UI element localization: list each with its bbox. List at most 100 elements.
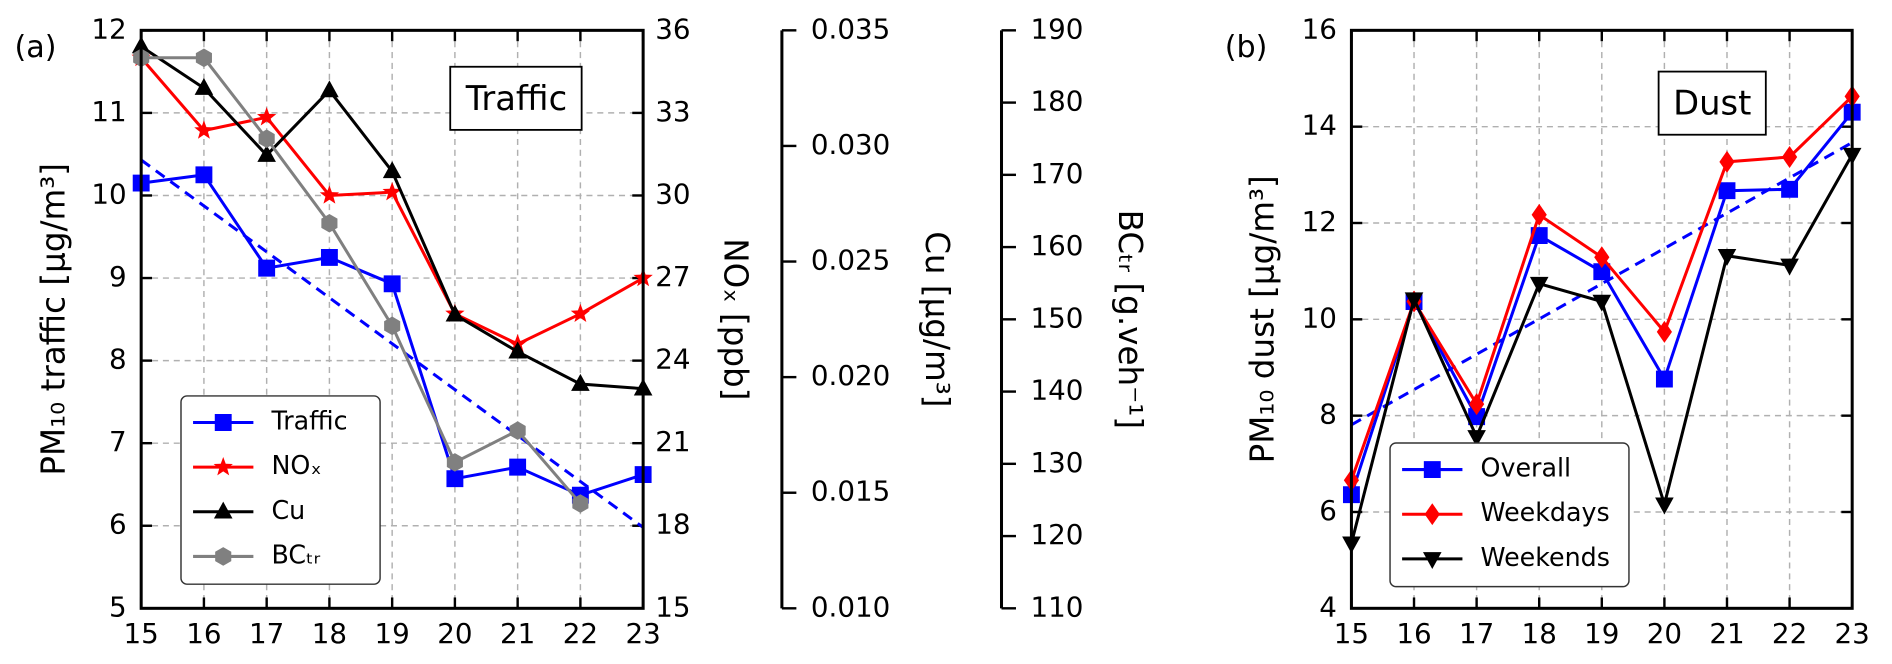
data-point [1780,258,1799,276]
legend-label: Overall [1481,453,1572,483]
y-tick-label: 16 [1302,12,1337,45]
data-point [1717,248,1737,266]
data-point [383,275,401,293]
legend-marker [213,501,233,519]
y-tick-label: 12 [1302,205,1337,238]
x-tick-label: 20 [437,617,472,650]
legend-marker [213,457,233,476]
x-tick-label: 18 [312,617,347,650]
series-line [141,56,582,505]
data-point [509,421,526,440]
y-tick-label: 6 [1319,494,1337,527]
y-tick-label: 110 [1030,590,1083,623]
data-point [509,458,527,476]
x-tick-label: 15 [124,617,159,650]
y-tick-label: 0.030 [811,128,890,161]
y-tick-label: 12 [91,12,126,45]
plot-frame [1349,28,1854,610]
y-tick-label: 140 [1030,374,1083,407]
trend-line [140,158,645,529]
data-point [195,48,212,68]
data-point [257,107,277,126]
y-tick-label: 8 [1319,398,1337,431]
data-point [508,341,527,359]
data-point [570,303,591,323]
y-tick-label: 14 [1302,109,1337,142]
data-point [257,145,276,162]
y-tick-label: 0.035 [811,12,890,45]
x-tick-label: 16 [1396,617,1431,650]
legend-label: Traffic [270,405,347,435]
y-tick-label: 21 [655,425,690,458]
data-point [384,316,401,336]
chart-panel: 15 16 17 18 19 20 21 22 23 5 6 7 8 9 10 11 12 PM₁₀ traffi… [14,12,1149,650]
y-tick-label: 120 [1030,518,1083,551]
annotation: Traffic [465,79,567,118]
data-point [194,120,214,139]
y-tick-label: 190 [1030,12,1083,45]
annotation: Dust [1673,84,1751,123]
data-point [1781,146,1798,168]
y-tick-label: 180 [1030,85,1083,118]
y-axis-label: NOₓ [ppb] [717,238,755,400]
x-tick-label: 17 [1459,617,1494,650]
legend-label: Weekends [1481,542,1610,572]
legend-marker [1424,503,1440,526]
data-point [258,259,276,277]
y-tick-label: 8 [109,343,127,376]
x-tick-label: 17 [249,617,284,650]
legend-label: BCₜᵣ [271,539,320,569]
y-axis-label: Cu [μg/m³] [918,231,956,407]
y-tick-label: 18 [655,508,690,541]
x-tick-label: 23 [625,617,660,650]
data-point [321,213,338,233]
x-tick-label: 21 [500,617,535,650]
data-point [1531,203,1547,226]
legend-label: Weekdays [1481,497,1610,527]
data-point [319,185,340,204]
y-tick-label: 36 [655,12,690,45]
x-tick-label: 20 [1647,617,1682,650]
y-tick-label: 0.015 [811,475,890,508]
data-point [320,80,339,98]
y-tick-label: 5 [109,590,127,623]
data-point [446,453,463,472]
y-tick-label: 15 [655,590,690,623]
x-tick-label: 18 [1522,617,1557,650]
y-tick-label: 10 [1302,301,1337,334]
data-point [1781,180,1799,198]
y-axis-label: PM₁₀ traffic [μg/m³] [35,163,73,476]
y-tick-label: 0.025 [811,244,890,277]
data-point [258,129,275,149]
data-point [1529,276,1549,294]
data-point [446,470,464,488]
y-axis-label: PM₁₀ dust [μg/m³] [1244,175,1282,463]
legend-marker [1422,552,1442,569]
data-point [1404,292,1424,310]
x-tick-label: 22 [563,617,598,650]
legend-marker [214,414,232,431]
x-tick-label: 19 [374,617,409,650]
data-point [1468,408,1486,426]
y-tick-label: 4 [1319,590,1337,623]
x-tick-label: 15 [1334,617,1369,650]
data-point [1656,320,1672,343]
data-point [1594,246,1610,269]
y-tick-label: 150 [1030,301,1083,334]
y-tick-label: 11 [91,95,126,128]
x-tick-label: 21 [1709,617,1744,650]
annotation-box [449,65,583,131]
data-point [1592,294,1612,312]
data-point [1655,370,1673,388]
data-point [1593,263,1611,281]
y-tick-label: 130 [1030,446,1083,479]
data-point [1467,430,1486,447]
chart-panel: 15 16 17 18 19 20 21 22 23 4 6 8 10 12 14 16 PM₁₀ dust [… [1225,12,1870,650]
data-point [194,78,214,95]
legend-marker [215,547,232,566]
y-axis-label: BCₜᵣ [g.veh⁻¹] [1111,210,1149,430]
legend-label: NOₓ [271,450,321,480]
data-point [1655,497,1674,515]
